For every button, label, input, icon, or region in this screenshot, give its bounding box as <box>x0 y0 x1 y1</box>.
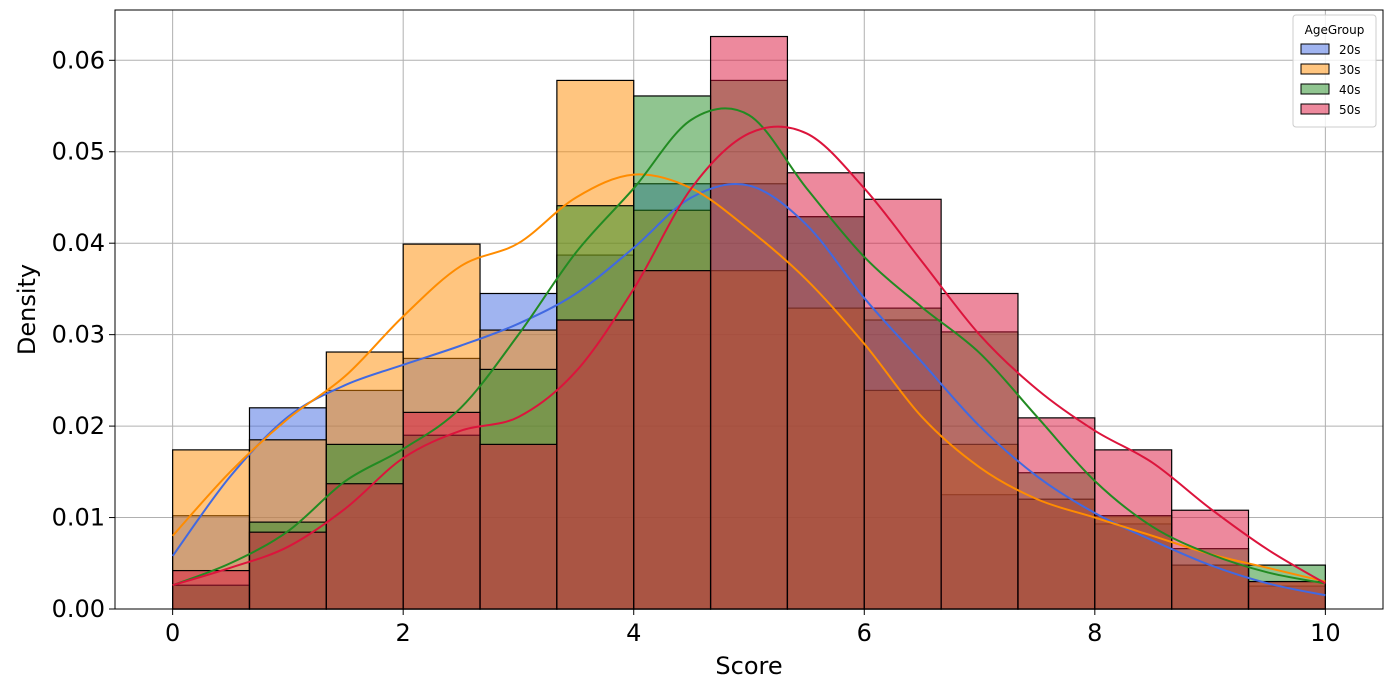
y-tick-label: 0.05 <box>52 138 105 166</box>
bar-50s-bin-1 <box>248 531 327 610</box>
bar-50s-bin-7 <box>709 35 789 610</box>
y-tick-label: 0.02 <box>52 412 105 440</box>
y-axis-ticks: 0.00 0.01 0.02 0.03 0.04 0.05 0.06 <box>52 46 115 623</box>
bar-50s-bin-6 <box>633 270 712 610</box>
bar-50s-bin-0 <box>172 569 251 610</box>
kde-line-50s <box>172 125 1326 587</box>
x-axis-ticks: 0 2 4 6 8 10 <box>165 609 1341 647</box>
x-tick-label: 0 <box>165 619 180 647</box>
y-tick-label: 0.06 <box>52 46 105 74</box>
bar-50s-bin-2 <box>325 483 404 610</box>
x-axis-label: Score <box>715 652 782 680</box>
kde-line-30s <box>171 173 1326 583</box>
legend-frame <box>1292 14 1377 128</box>
bar-50s-bin-9 <box>863 198 942 610</box>
legend-swatch-20s <box>1300 43 1330 55</box>
x-tick-label: 8 <box>1087 619 1102 647</box>
x-tick-label: 6 <box>857 619 872 647</box>
bar-50s-bin-13 <box>1171 509 1250 610</box>
x-tick-label: 2 <box>396 619 411 647</box>
y-tick-label: 0.01 <box>52 504 105 532</box>
bar-50s-bin-4 <box>479 443 558 610</box>
y-tick-label: 0.03 <box>52 321 105 349</box>
kde-curves <box>171 107 1326 597</box>
legend-swatch-50s <box>1300 103 1330 115</box>
y-axis-label: Density <box>13 264 41 355</box>
kde-line-40s <box>172 107 1326 587</box>
bar-50s-bin-5 <box>556 319 635 610</box>
legend-label-20s: 20s <box>1339 43 1361 57</box>
legend: AgeGroup 20s 30s 40s 50s <box>1292 14 1377 128</box>
legend-swatch-30s <box>1300 63 1330 75</box>
legend-label-30s: 30s <box>1339 63 1361 77</box>
bar-50s-bin-8 <box>786 172 865 610</box>
bar-50s-bin-3 <box>402 411 481 610</box>
bar-50s-bin-14 <box>1247 580 1326 610</box>
y-tick-label: 0.00 <box>52 595 105 623</box>
x-tick-label: 10 <box>1310 619 1341 647</box>
histogram-bars <box>172 35 1326 610</box>
x-tick-label: 4 <box>626 619 641 647</box>
legend-title: AgeGroup <box>1305 23 1365 37</box>
plot-frame <box>114 9 1384 610</box>
legend-label-40s: 40s <box>1339 83 1361 97</box>
legend-label-50s: 50s <box>1339 103 1361 117</box>
y-tick-label: 0.04 <box>52 229 105 257</box>
legend-swatch-40s <box>1300 83 1330 95</box>
